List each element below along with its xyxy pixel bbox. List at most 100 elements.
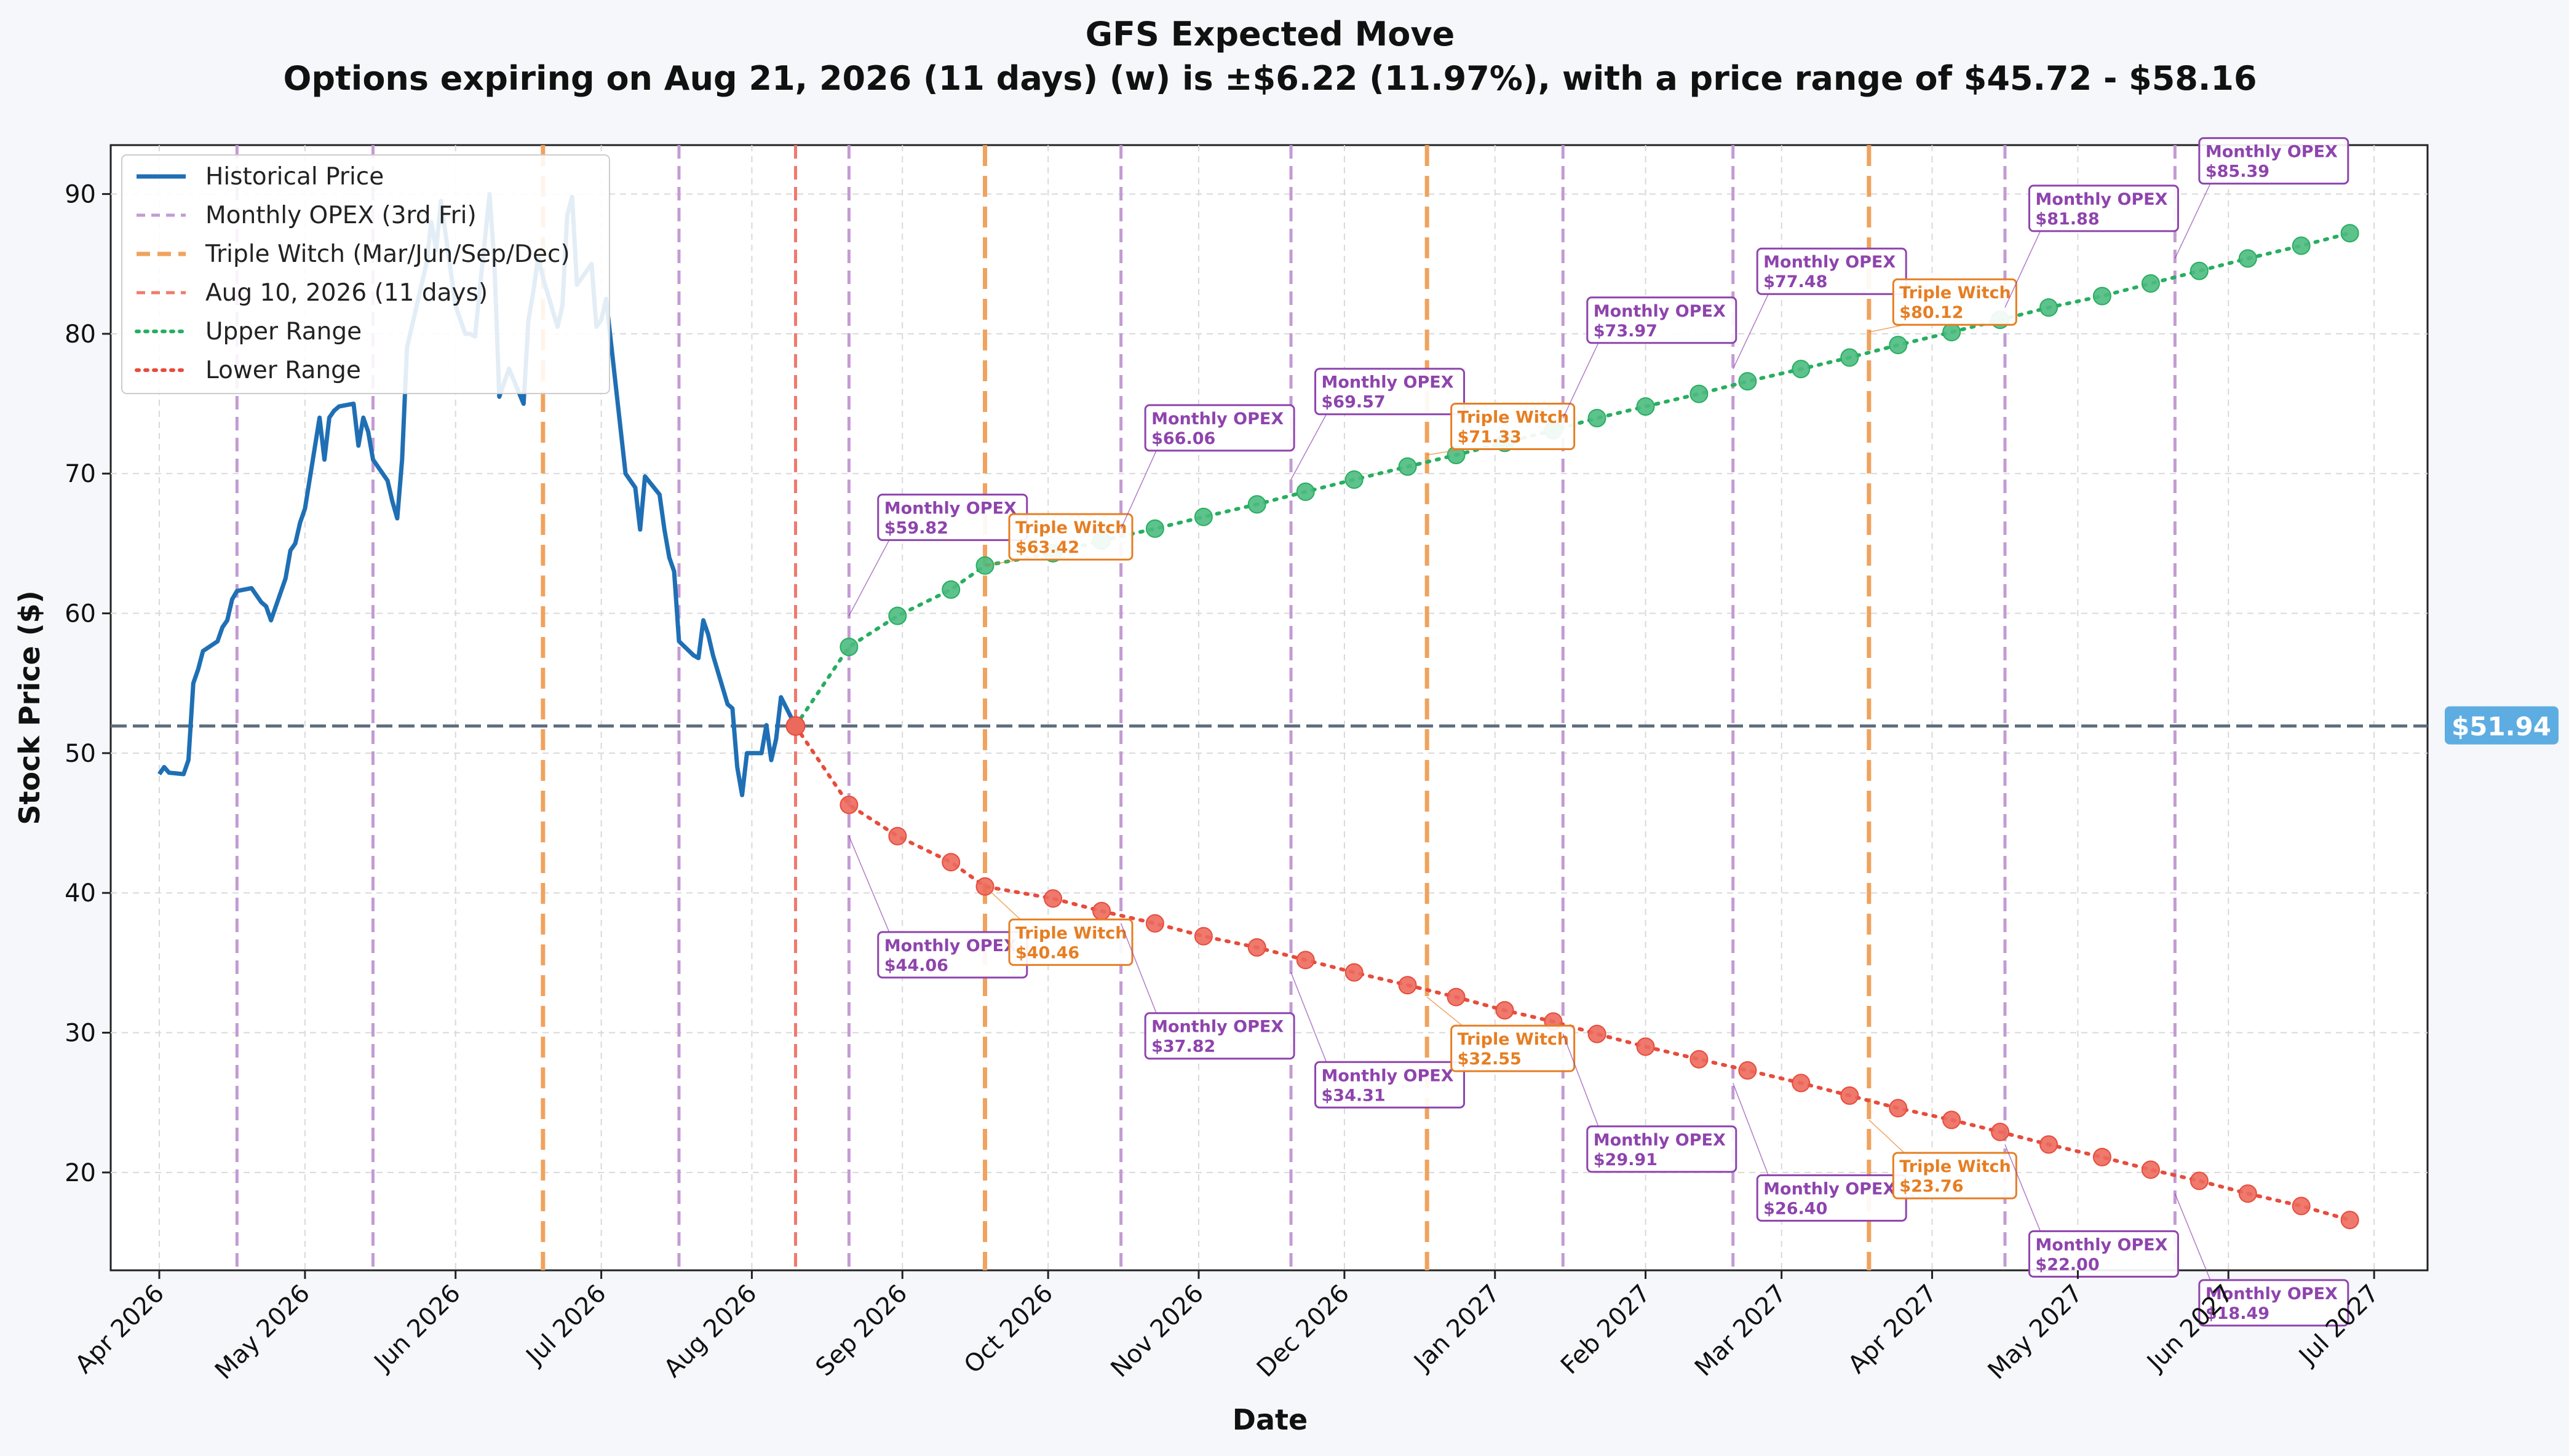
annotation-value: $23.76 <box>1899 1177 1963 1196</box>
upper-range-point <box>1942 323 1961 342</box>
annotation-value: $22.00 <box>2035 1255 2099 1274</box>
chart-subtitle: Options expiring on Aug 21, 2026 (11 day… <box>283 59 2257 98</box>
monthly-opex-annotation: Monthly OPEX$77.48 <box>1733 247 1907 370</box>
lower-range-point <box>1296 951 1315 970</box>
legend-label-today: Aug 10, 2026 (11 days) <box>205 279 488 307</box>
annotation-value: $32.55 <box>1458 1050 1522 1069</box>
chart-title: GFS Expected Move <box>1086 15 1455 53</box>
lower-range-point <box>1690 1050 1709 1069</box>
legend-box <box>121 154 610 394</box>
annotation-box <box>1756 247 1907 295</box>
annotation-value: $40.46 <box>1015 943 1079 962</box>
y-tick-label: 20 <box>65 1159 96 1187</box>
y-tick-label: 40 <box>65 879 96 908</box>
annotation-title: Monthly OPEX <box>2035 1235 2167 1254</box>
lower-range-point <box>2190 1171 2209 1190</box>
monthly-opex-annotation: Monthly OPEX$81.88 <box>2004 184 2179 308</box>
annotation-connector <box>1120 923 1157 1013</box>
upper-range-point <box>1889 336 1908 355</box>
annotation-title: Monthly OPEX <box>1594 302 1726 321</box>
lower-range-point <box>1840 1086 1859 1105</box>
lower-range-point <box>1889 1099 1908 1118</box>
lower-range-point <box>1344 963 1364 982</box>
monthly-opex-annotation: Monthly OPEX$26.40 <box>1732 1083 1907 1222</box>
annotation-box <box>2028 184 2179 232</box>
annotation-box <box>2198 137 2349 185</box>
annotation-connector <box>2004 231 2041 308</box>
annotation-connector <box>1868 324 1905 333</box>
annotation-value: $69.57 <box>1322 393 1386 412</box>
upper-range-point <box>2292 236 2311 255</box>
lower-range-point <box>1792 1074 1811 1093</box>
annotation-value: $66.06 <box>1151 429 1215 448</box>
lower-range-point <box>1447 987 1466 1007</box>
lower-range-point <box>1495 1001 1514 1020</box>
current-price-point <box>785 716 806 736</box>
upper-range-point <box>2039 298 2059 317</box>
monthly-opex-annotation: Monthly OPEX$18.49 <box>2174 1193 2349 1327</box>
annotation-connector <box>1562 1034 1599 1127</box>
monthly-opex-annotation: Monthly OPEX$85.39 <box>2174 137 2349 259</box>
annotation-title: Monthly OPEX <box>1763 253 1896 272</box>
triple-witch-annotation: Triple Witch$80.12 <box>1868 278 2017 333</box>
annotation-title: Monthly OPEX <box>2206 143 2338 162</box>
lower-range-point <box>1942 1110 1961 1130</box>
monthly-opex-annotation: Monthly OPEX$44.06 <box>848 836 1028 979</box>
annotation-title: Monthly OPEX <box>884 936 1017 956</box>
lower-range-point <box>1398 976 1417 995</box>
lower-range-point <box>942 853 961 872</box>
annotation-connector <box>1562 342 1599 419</box>
upper-range-point <box>942 580 961 599</box>
lower-range-point <box>840 795 859 814</box>
annotation-connector <box>2174 1193 2211 1281</box>
current-price-badge: $51.94 <box>2445 706 2559 745</box>
monthly-opex-annotation: Monthly OPEX$73.97 <box>1562 296 1737 419</box>
annotation-connector <box>2004 1144 2041 1232</box>
annotation-title: Monthly OPEX <box>1594 1131 1726 1150</box>
lower-range-point <box>1738 1061 1757 1080</box>
lower-range-point <box>2141 1160 2160 1179</box>
annotation-connector <box>1120 450 1157 529</box>
upper-range-point <box>840 638 859 657</box>
upper-range-point <box>2190 261 2209 280</box>
legend-label-historical: Historical Price <box>205 163 384 191</box>
triple-witch-annotation: Triple Witch$71.33 <box>1427 403 1576 456</box>
monthly-opex-annotation: Monthly OPEX$69.57 <box>1290 368 1466 480</box>
triple-witch-annotation: Triple Witch$63.42 <box>985 513 1134 566</box>
annotation-title: Monthly OPEX <box>1322 1066 1454 1085</box>
lower-range-point <box>1636 1037 1655 1056</box>
lower-range-point <box>2292 1197 2311 1216</box>
triple-witch-annotation: Triple Witch$40.46 <box>984 886 1134 966</box>
lower-range-point <box>888 826 907 845</box>
upper-range-point <box>1194 507 1213 526</box>
legend-label-triple_witch: Triple Witch (Mar/Jun/Sep/Dec) <box>205 240 570 268</box>
lower-range-point <box>1991 1122 2010 1141</box>
upper-range-point <box>1792 360 1811 379</box>
annotation-connector <box>1290 414 1327 480</box>
lower-range-point <box>2340 1211 2359 1230</box>
annotation-value: $71.33 <box>1458 428 1522 447</box>
annotation-title: Monthly OPEX <box>884 499 1017 518</box>
annotation-title: Monthly OPEX <box>1763 1179 1896 1198</box>
annotation-value: $73.97 <box>1594 322 1658 341</box>
annotation-box <box>1892 278 2017 326</box>
annotation-connector <box>2174 183 2211 259</box>
annotation-connector <box>1733 293 1769 370</box>
annotation-box <box>2198 1279 2349 1327</box>
monthly-opex-annotation: Monthly OPEX$59.82 <box>848 493 1028 616</box>
annotation-connector <box>1868 1119 1905 1153</box>
upper-range-point <box>1738 372 1757 391</box>
annotation-value: $63.42 <box>1015 538 1079 557</box>
upper-range-point <box>1296 482 1315 501</box>
lower-range-point <box>1247 938 1266 957</box>
annotation-connector <box>1426 996 1463 1026</box>
annotation-title: Monthly OPEX <box>2206 1284 2338 1304</box>
annotations: Monthly OPEX$59.82 Triple Witch$63.42Mont… <box>848 137 2349 1327</box>
upper-range-point <box>1690 384 1709 403</box>
lower-range-point <box>1145 914 1164 933</box>
triple-witch-annotation: Triple Witch$32.55 <box>1426 996 1576 1072</box>
upper-range-point <box>1344 470 1364 489</box>
annotation-title: Triple Witch <box>1899 283 2011 303</box>
annotation-connector <box>848 836 890 933</box>
